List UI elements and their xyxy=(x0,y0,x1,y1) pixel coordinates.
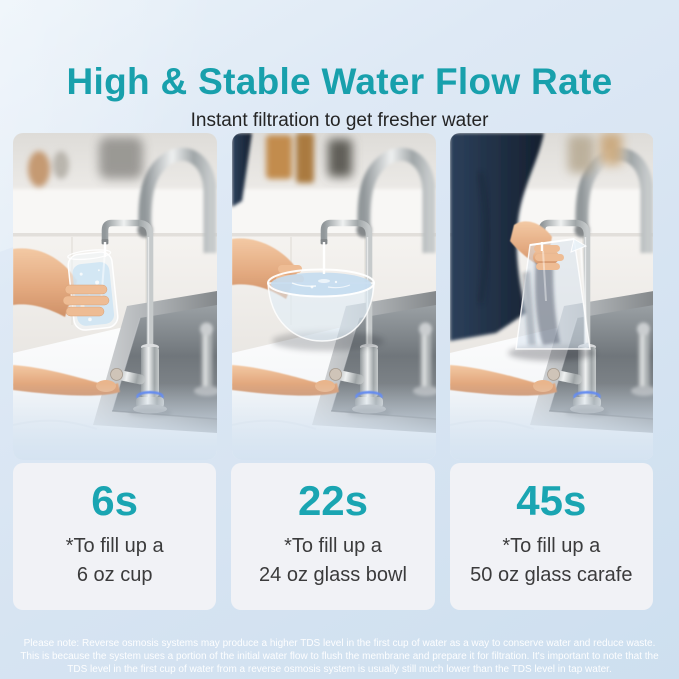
fill-caption-cup: *To fill up a 6 oz cup xyxy=(65,535,164,586)
stat-card-cup: 6s *To fill up a 6 oz cup xyxy=(13,463,217,610)
stat-card-carafe: 45s *To fill up a 50 oz glass carafe xyxy=(449,463,653,610)
water-stream xyxy=(540,242,547,302)
fill-caption-bowl: *To fill up a 24 oz glass bowl xyxy=(259,535,407,586)
photo-bottom-fade xyxy=(232,383,436,460)
blurred-cutting-boards xyxy=(266,133,314,183)
page-title: High & Stable Water Flow Rate xyxy=(66,60,613,102)
footnote: Please note: Reverse osmosis systems may… xyxy=(20,638,659,675)
glass-carafe xyxy=(515,238,591,350)
water-stream xyxy=(318,242,330,283)
stat-card-bowl: 22s *To fill up a 24 oz glass bowl xyxy=(231,463,435,610)
blurred-bottles xyxy=(28,151,69,187)
stat-cards-row: 6s *To fill up a 6 oz cup 22s *To fill u… xyxy=(13,463,653,610)
arm-holding-cup xyxy=(13,248,77,317)
blurred-board xyxy=(600,133,622,165)
photo-bottom-fade xyxy=(13,383,217,460)
navy-shirt-edge xyxy=(232,133,252,207)
water-stream xyxy=(100,242,107,304)
fingers-on-cup xyxy=(62,284,110,317)
blurred-appliance xyxy=(99,137,143,179)
glass-bowl xyxy=(267,268,375,342)
blurred-jar xyxy=(568,135,594,173)
page-subtitle: Instant filtration to get fresher water xyxy=(190,110,489,131)
photo-fill-bowl xyxy=(232,133,436,460)
fill-time-cup: 6s xyxy=(91,477,139,524)
fill-time-bowl: 22s xyxy=(297,477,369,524)
photo-fill-cup xyxy=(13,133,217,460)
carafe-spout xyxy=(570,238,588,253)
fill-caption-carafe: *To fill up a 50 oz glass carafe xyxy=(470,535,633,586)
photo-panels xyxy=(13,133,653,460)
person-navy-shirt xyxy=(450,133,544,341)
photo-bottom-fade xyxy=(450,383,653,460)
fill-time-carafe: 45s xyxy=(516,477,587,524)
photo-fill-carafe xyxy=(450,133,653,460)
fingers-on-carafe xyxy=(533,245,564,270)
blurred-canister xyxy=(328,139,352,177)
